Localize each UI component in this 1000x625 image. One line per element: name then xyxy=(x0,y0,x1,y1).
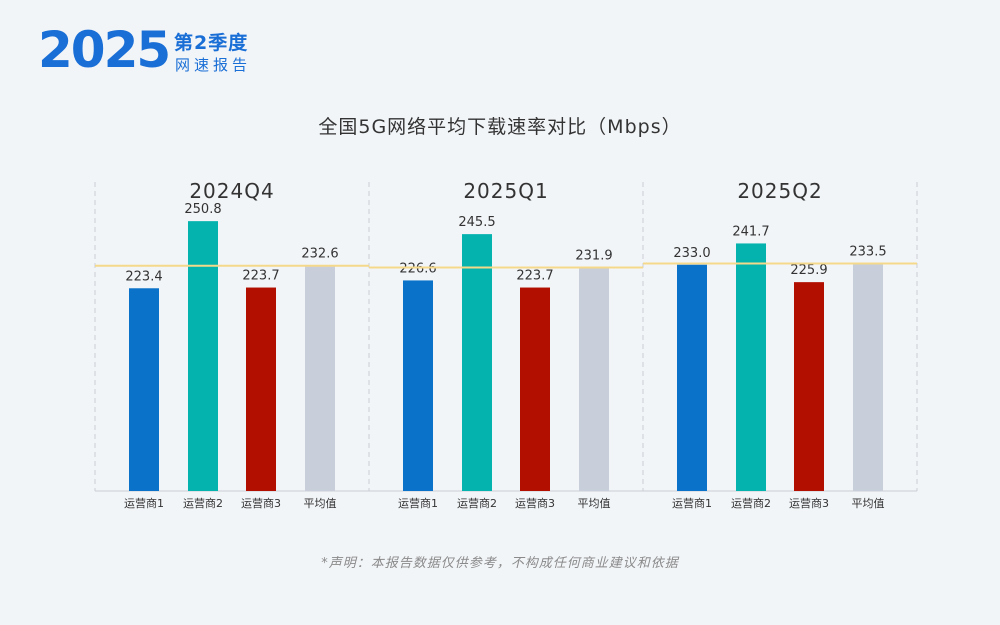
data-label: 245.5 xyxy=(458,215,495,230)
x-tick-label: 平均值 xyxy=(852,497,885,510)
x-tick-label: 运营商3 xyxy=(515,496,555,510)
x-tick-label: 运营商1 xyxy=(124,496,164,510)
x-tick-label: 运营商1 xyxy=(672,496,712,510)
panel-title: 2025Q2 xyxy=(737,179,822,203)
bar xyxy=(677,264,707,491)
bar xyxy=(129,288,159,491)
bar xyxy=(246,287,276,491)
bar xyxy=(403,280,433,491)
bar xyxy=(794,282,824,491)
data-label: 223.4 xyxy=(125,269,162,284)
bar xyxy=(188,221,218,491)
x-tick-label: 运营商1 xyxy=(398,496,438,510)
logo-year: 2025 xyxy=(38,21,171,79)
data-label: 223.7 xyxy=(242,269,279,284)
x-tick-label: 运营商2 xyxy=(183,496,223,510)
data-label: 226.6 xyxy=(399,261,436,276)
data-label: 233.0 xyxy=(673,246,710,261)
bar xyxy=(305,265,335,491)
data-label: 241.7 xyxy=(732,224,769,239)
data-label: 225.9 xyxy=(790,263,827,278)
data-label: 231.9 xyxy=(575,248,612,263)
x-tick-label: 平均值 xyxy=(304,497,337,510)
bar xyxy=(579,267,609,491)
data-label: 223.7 xyxy=(516,269,553,284)
x-tick-label: 平均值 xyxy=(578,497,611,510)
bar xyxy=(736,243,766,491)
x-tick-label: 运营商3 xyxy=(789,496,829,510)
chart-title: 全国5G网络平均下载速率对比（Mbps） xyxy=(318,116,682,138)
panel-title: 2024Q4 xyxy=(189,179,274,203)
data-label: 250.8 xyxy=(184,202,221,217)
data-label: 233.5 xyxy=(849,245,886,260)
bar xyxy=(853,263,883,491)
disclaimer: *声明：本报告数据仅供参考，不构成任何商业建议和依据 xyxy=(321,556,679,571)
logo-report: 网速报告 xyxy=(175,56,252,74)
x-tick-label: 运营商2 xyxy=(457,496,497,510)
bar xyxy=(520,287,550,491)
data-label: 232.6 xyxy=(301,247,338,262)
panel-title: 2025Q1 xyxy=(463,179,548,203)
x-tick-label: 运营商3 xyxy=(241,496,281,510)
bar xyxy=(462,234,492,491)
x-tick-label: 运营商2 xyxy=(731,496,771,510)
logo-quarter: 第2季度 xyxy=(174,32,249,54)
